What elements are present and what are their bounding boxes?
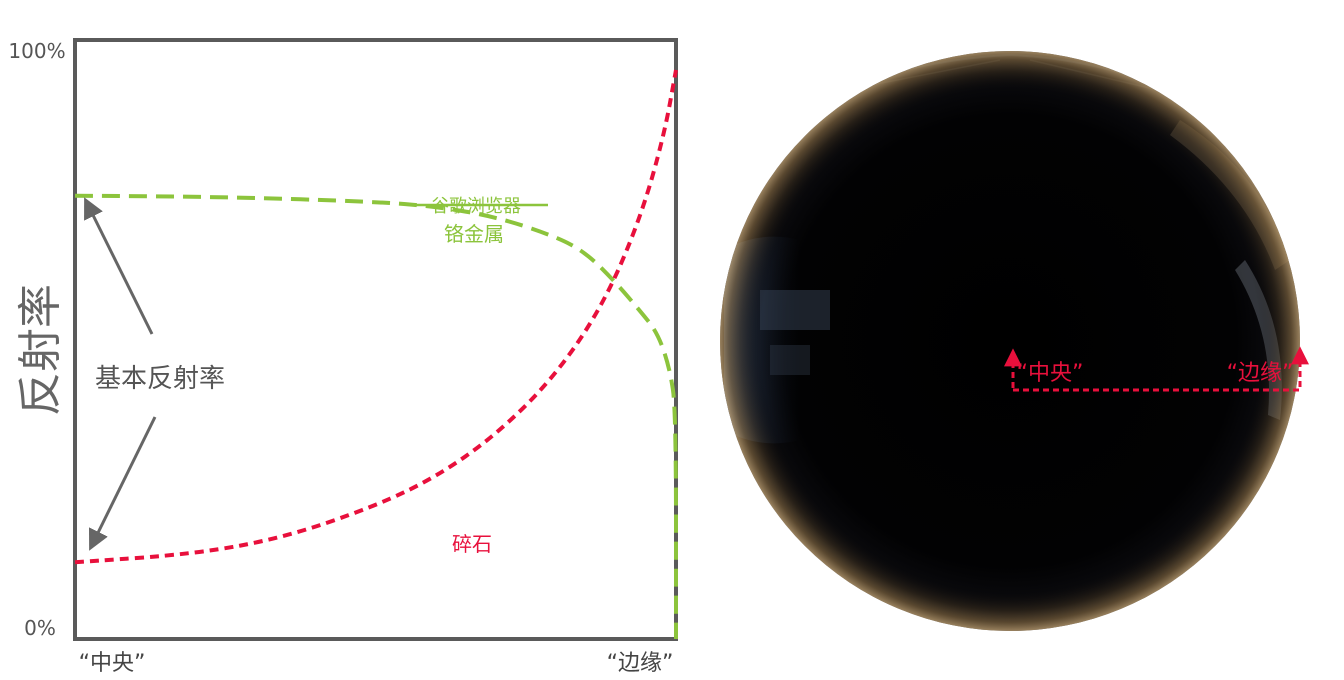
- chrome-sphere: “中央” “边缘”: [720, 51, 1309, 631]
- series-label-gravel: 碎石: [452, 532, 492, 556]
- reflectance-chart: 100% 0% 反射率 “中央” “边缘” 基本反射率 谷歌浏览器 铬金属 碎石: [8, 38, 678, 676]
- series-line-0: [74, 193, 678, 639]
- series-label-chrome: 铬金属: [444, 222, 504, 246]
- x-tick-edge: “边缘”: [607, 651, 674, 676]
- center-to-edge-path: [1013, 346, 1309, 392]
- x-tick-center: “中央”: [79, 651, 146, 676]
- y-axis-label: 反射率: [15, 284, 66, 416]
- series-layer: [74, 69, 678, 639]
- series-line-1: [74, 69, 678, 565]
- base-reflectance-annotation: 基本反射率: [95, 364, 225, 394]
- y-tick-0: 0%: [24, 616, 56, 640]
- sphere-edge-label: “边缘”: [1227, 361, 1294, 386]
- sphere-center-label: “中央”: [1017, 361, 1084, 386]
- y-tick-100: 100%: [8, 39, 65, 63]
- plot-frame: [73, 38, 678, 641]
- sphere-rim: [720, 51, 1300, 631]
- chrome-struck-label: 谷歌浏览器: [431, 196, 521, 217]
- annotation-arrow-up: [84, 197, 154, 335]
- annotation-arrow-down: [88, 416, 157, 551]
